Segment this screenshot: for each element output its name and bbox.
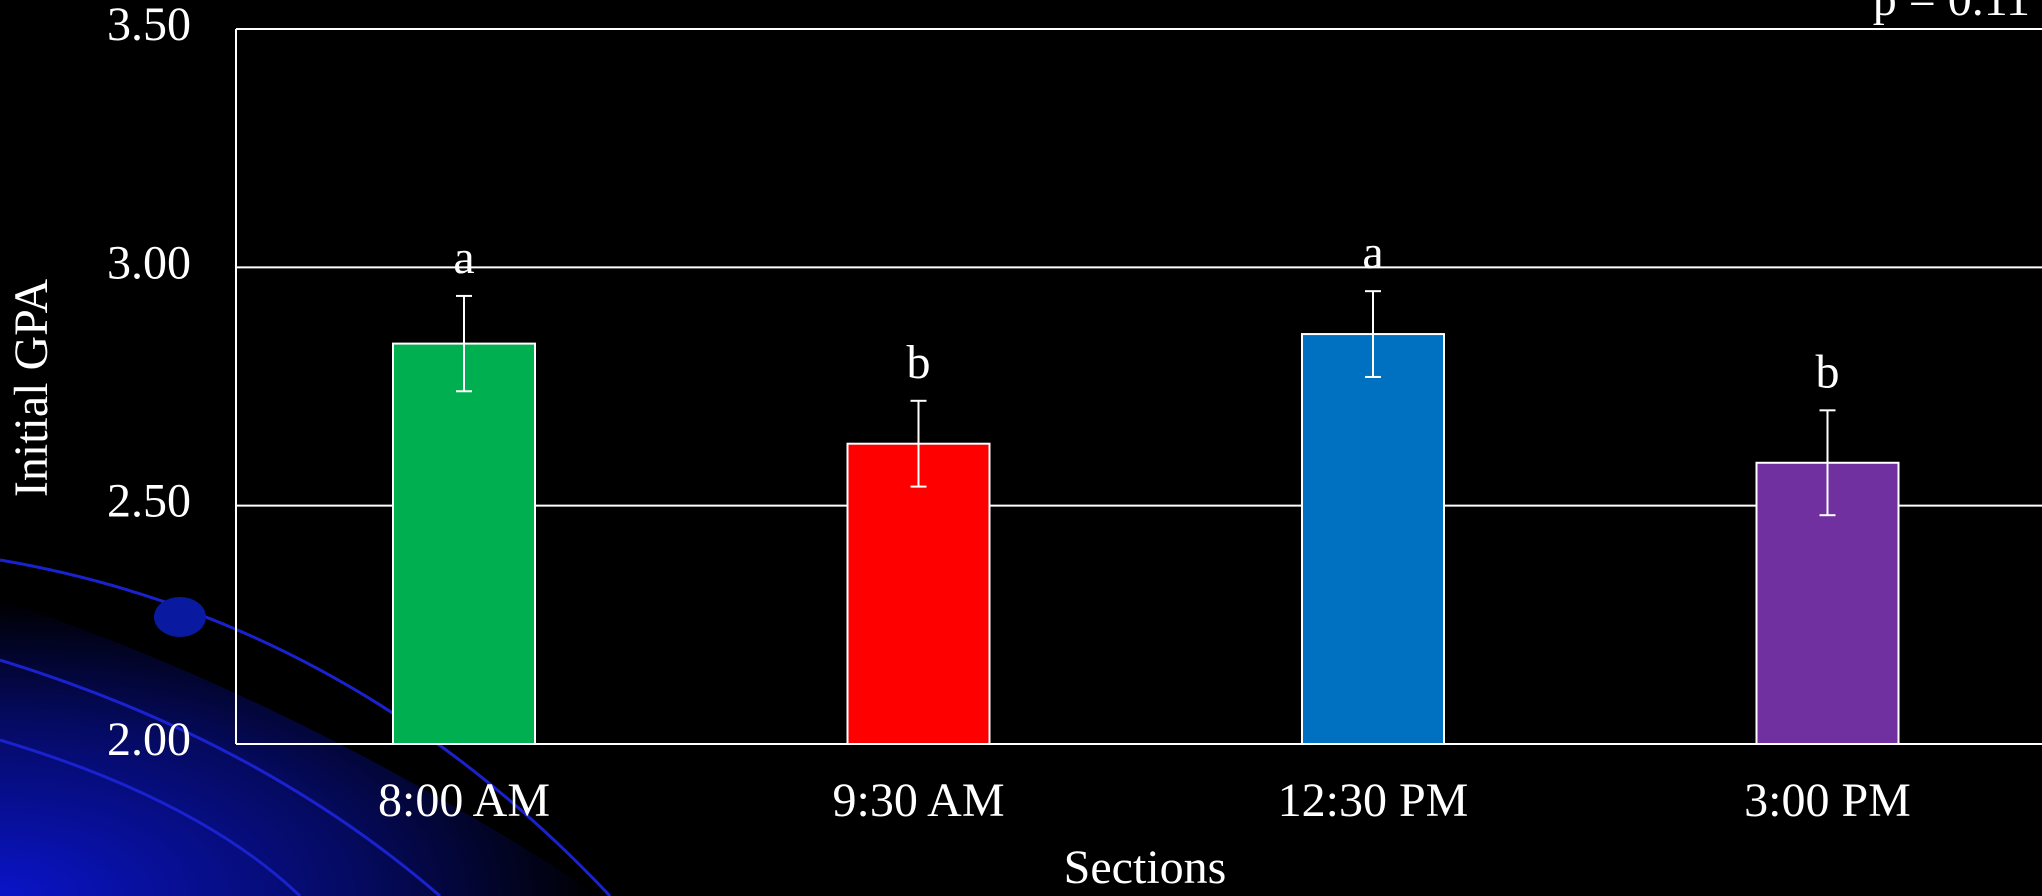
y-tick-label: 2.00 bbox=[107, 713, 191, 766]
x-tick-label: 3:00 PM bbox=[1744, 774, 1911, 827]
chart: p = 0.11 Sections Initial GPA 2.00 2.50 3.… bbox=[0, 0, 2042, 896]
y-tick-label: 3.50 bbox=[107, 0, 191, 51]
x-tick-label: 12:30 PM bbox=[1278, 774, 1469, 827]
y-tick-label: 3.00 bbox=[107, 236, 191, 289]
y-axis-title: Initial GPA bbox=[5, 279, 58, 498]
significance-letter: a bbox=[1362, 226, 1383, 279]
annotation: p = 0.11 bbox=[1873, 0, 2030, 26]
x-tick-label: 8:00 AM bbox=[378, 774, 550, 827]
x-axis-title: Sections bbox=[1064, 841, 1227, 894]
bar bbox=[1302, 334, 1444, 744]
decoration-dot bbox=[154, 597, 206, 637]
bar bbox=[848, 444, 990, 744]
significance-letter: b bbox=[907, 336, 931, 389]
significance-letter: a bbox=[453, 231, 474, 284]
y-tick-label: 2.50 bbox=[107, 475, 191, 528]
significance-letter: b bbox=[1816, 345, 1840, 398]
bar bbox=[393, 344, 535, 744]
x-tick-label: 9:30 AM bbox=[832, 774, 1004, 827]
